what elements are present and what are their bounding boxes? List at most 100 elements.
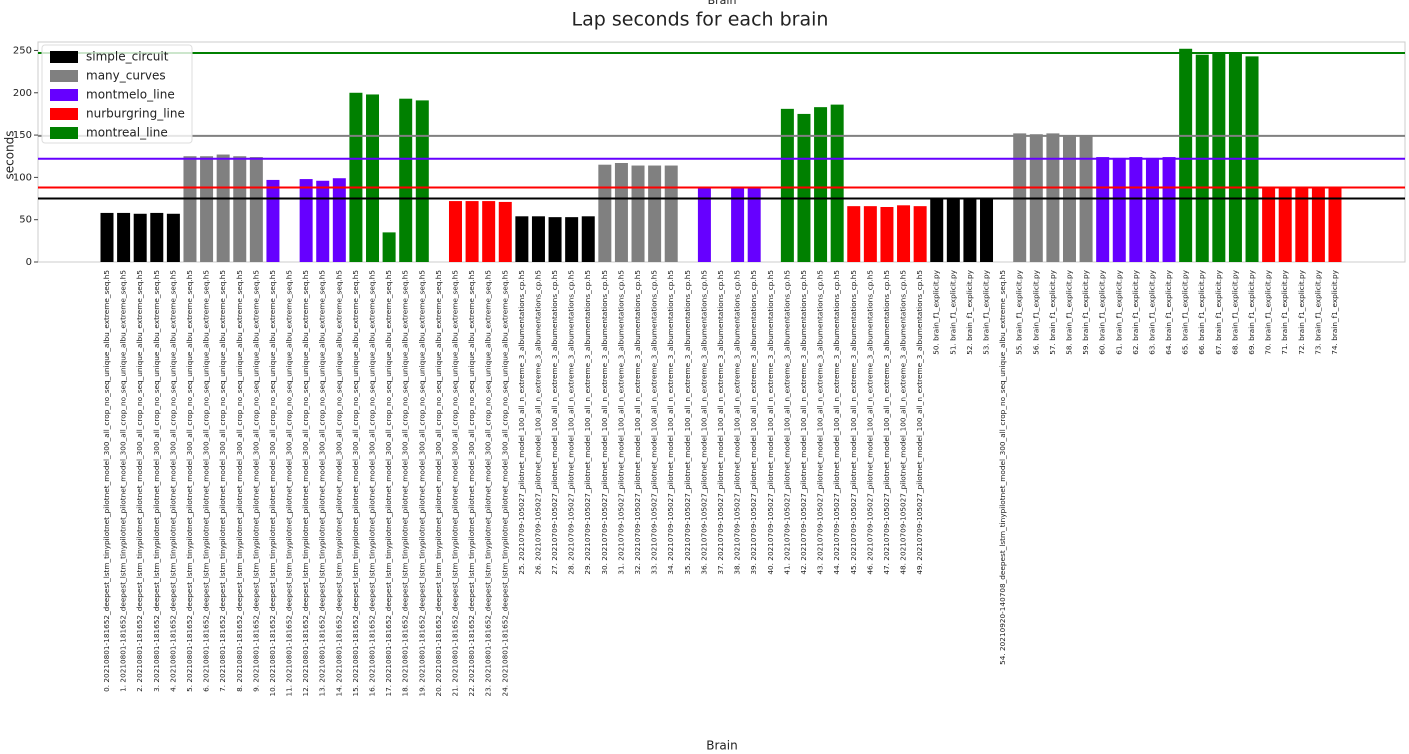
- x-tick-label: 16. 20210801-181652_deepest_lstm_tinypil…: [368, 270, 377, 697]
- x-tick-label: 65. brain_f1_explicit.py: [1181, 269, 1190, 354]
- x-tick-label: 48. 20210709-105027_pilotnet_model_100_a…: [899, 270, 908, 575]
- x-tick-label: 71. brain_f1_explicit.py: [1280, 269, 1289, 354]
- plot-frame: [37, 41, 1406, 263]
- bar: [1162, 157, 1176, 262]
- bar: [1112, 157, 1126, 262]
- bar: [1129, 157, 1143, 262]
- x-tick-label: 54. 20210920-140708_deepest_lstm_tinypil…: [998, 270, 1007, 665]
- x-tick-label: 38. 20210709-105027_pilotnet_model_100_a…: [733, 270, 742, 575]
- x-tick-label: 31. 20210709-105027_pilotnet_model_100_a…: [616, 270, 625, 575]
- x-tick-label: 20. 20210801-181652_deepest_lstm_tinypil…: [434, 270, 443, 697]
- x-tick-label: 25. 20210709-105027_pilotnet_model_100_a…: [517, 270, 526, 575]
- bar: [880, 207, 894, 262]
- x-tick-label: 50. brain_f1_explicit.py: [932, 269, 941, 354]
- bar: [399, 98, 413, 262]
- x-tick-label: 62. brain_f1_explicit.py: [1131, 269, 1140, 354]
- bar: [216, 154, 230, 262]
- bar: [1228, 52, 1242, 263]
- x-tick-label: 2. 20210801-181652_deepest_lstm_tinypilo…: [135, 270, 144, 692]
- bar: [697, 186, 711, 262]
- top-axis-label: Brain: [708, 0, 737, 7]
- x-tick-label: 9. 20210801-181652_deepest_lstm_tinypilo…: [251, 270, 260, 692]
- x-tick-label: 46. 20210709-105027_pilotnet_model_100_a…: [865, 270, 874, 575]
- x-tick-label: 73. brain_f1_explicit.py: [1313, 269, 1322, 354]
- bar: [963, 199, 977, 262]
- x-tick-label: 43. 20210709-105027_pilotnet_model_100_a…: [816, 270, 825, 575]
- x-tick-label: 19. 20210801-181652_deepest_lstm_tinypil…: [417, 270, 426, 697]
- bar: [249, 157, 263, 262]
- legend-swatch: [50, 89, 78, 101]
- x-tick-label: 58. brain_f1_explicit.py: [1064, 269, 1073, 354]
- bar: [664, 165, 678, 262]
- bar: [731, 188, 745, 262]
- bar: [598, 164, 612, 262]
- x-tick-label: 12. 20210801-181652_deepest_lstm_tinypil…: [301, 270, 310, 697]
- x-tick-label: 39. 20210709-105027_pilotnet_model_100_a…: [749, 270, 758, 575]
- bar: [117, 212, 131, 262]
- x-tick-label: 67. brain_f1_explicit.py: [1214, 269, 1223, 354]
- x-tick-label: 22. 20210801-181652_deepest_lstm_tinypil…: [467, 270, 476, 697]
- bar: [448, 201, 462, 262]
- x-tick-label: 1. 20210801-181652_deepest_lstm_tinypilo…: [119, 270, 128, 692]
- y-tick-label: 200: [13, 88, 32, 99]
- x-tick-label: 72. brain_f1_explicit.py: [1297, 269, 1306, 354]
- bar: [465, 201, 479, 262]
- bar: [1278, 188, 1292, 262]
- x-tick-label: 24. 20210801-181652_deepest_lstm_tinypil…: [500, 270, 509, 697]
- bar: [349, 92, 363, 263]
- bar: [631, 165, 645, 262]
- bar: [747, 188, 761, 262]
- bar: [266, 179, 280, 262]
- x-tick-label: 64. brain_f1_explicit.py: [1164, 269, 1173, 354]
- legend-swatch: [50, 108, 78, 120]
- x-tick-label: 49. 20210709-105027_pilotnet_model_100_a…: [915, 270, 924, 575]
- x-tick-label: 10. 20210801-181652_deepest_lstm_tinypil…: [268, 270, 277, 697]
- x-tick-label: 6. 20210801-181652_deepest_lstm_tinypilo…: [202, 270, 211, 692]
- bar: [1311, 188, 1325, 262]
- x-axis-label: Brain: [706, 739, 737, 753]
- x-tick-label: 45. 20210709-105027_pilotnet_model_100_a…: [849, 270, 858, 575]
- x-tick-label: 55. brain_f1_explicit.py: [1015, 269, 1024, 354]
- x-tick-label: 18. 20210801-181652_deepest_lstm_tinypil…: [401, 270, 410, 697]
- x-tick-label: 52. brain_f1_explicit.py: [965, 269, 974, 354]
- bar: [183, 156, 197, 262]
- bar: [166, 213, 180, 262]
- bar: [200, 156, 214, 262]
- x-tick-label: 34. 20210709-105027_pilotnet_model_100_a…: [666, 270, 675, 575]
- chart-title: Lap seconds for each brain: [572, 9, 829, 31]
- x-tick-label: 69. brain_f1_explicit.py: [1247, 269, 1256, 354]
- bar: [648, 165, 662, 262]
- bar: [1262, 188, 1276, 262]
- bar: [316, 180, 330, 262]
- x-tick-label: 59. brain_f1_explicit.py: [1081, 269, 1090, 354]
- legend-label: montreal_line: [86, 126, 168, 140]
- bar: [980, 199, 994, 262]
- bar: [382, 232, 396, 262]
- bar: [299, 179, 313, 262]
- y-tick-label: 250: [13, 45, 32, 56]
- bar: [133, 213, 147, 262]
- legend-swatch: [50, 127, 78, 139]
- x-tick-label: 57. brain_f1_explicit.py: [1048, 269, 1057, 354]
- bar: [531, 216, 545, 262]
- x-tick-label: 23. 20210801-181652_deepest_lstm_tinypil…: [484, 270, 493, 697]
- bar: [1328, 188, 1342, 262]
- x-tick-label: 17. 20210801-181652_deepest_lstm_tinypil…: [384, 270, 393, 697]
- bar: [780, 108, 794, 262]
- bar: [1179, 48, 1193, 263]
- y-tick-label: 100: [13, 172, 32, 183]
- x-tick-label: 7. 20210801-181652_deepest_lstm_tinypilo…: [218, 270, 227, 692]
- bar: [1096, 157, 1110, 262]
- x-tick-label: 44. 20210709-105027_pilotnet_model_100_a…: [832, 270, 841, 575]
- x-tick-label: 26. 20210709-105027_pilotnet_model_100_a…: [533, 270, 542, 575]
- x-tick-label: 28. 20210709-105027_pilotnet_model_100_a…: [567, 270, 576, 575]
- bar: [498, 201, 512, 262]
- legend-label: simple_circuit: [86, 50, 169, 64]
- x-tick-label: 68. brain_f1_explicit.py: [1230, 269, 1239, 354]
- bar: [814, 107, 828, 263]
- bar: [614, 163, 628, 262]
- x-tick-label: 11. 20210801-181652_deepest_lstm_tinypil…: [285, 270, 294, 697]
- x-tick-label: 40. 20210709-105027_pilotnet_model_100_a…: [766, 270, 775, 575]
- bar: [930, 199, 944, 262]
